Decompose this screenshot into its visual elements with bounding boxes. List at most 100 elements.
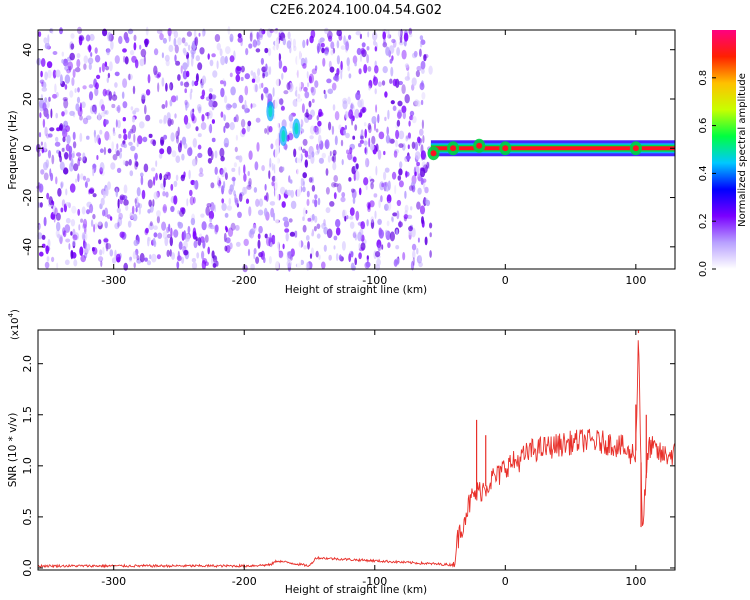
- noise-dot: [286, 40, 292, 49]
- noise-dot: [140, 93, 147, 100]
- noise-dot: [373, 193, 378, 198]
- y-tick-label: -20: [21, 189, 34, 207]
- noise-dot: [156, 215, 160, 224]
- colorbar-tick-label: 0.8: [698, 70, 709, 86]
- noise-dot: [252, 224, 257, 232]
- noise-dot: [100, 111, 106, 118]
- noise-dot: [133, 239, 139, 247]
- noise-dot: [369, 200, 375, 208]
- noise-dot: [386, 194, 392, 204]
- noise-dot: [100, 197, 105, 206]
- noise-dot: [220, 169, 226, 178]
- noise-dot: [171, 150, 177, 158]
- noise-dot: [383, 171, 387, 181]
- noise-dot: [355, 170, 360, 181]
- noise-dot: [103, 238, 109, 243]
- noise-dot: [328, 254, 333, 261]
- noise-dot: [331, 182, 337, 188]
- noise-dot: [270, 241, 273, 248]
- noise-dot: [82, 175, 87, 181]
- noise-dot: [200, 122, 207, 130]
- noise-dot: [70, 250, 74, 260]
- noise-dot: [302, 63, 307, 69]
- noise-dot: [373, 39, 377, 46]
- noise-dot: [232, 102, 238, 109]
- noise-dot: [264, 47, 269, 54]
- noise-dot: [405, 170, 408, 178]
- noise-dot: [159, 173, 163, 181]
- noise-dot: [121, 91, 125, 99]
- noise-dot: [209, 123, 213, 134]
- noise-dot: [314, 65, 318, 71]
- noise-dot: [65, 188, 68, 196]
- noise-dot: [166, 233, 171, 239]
- noise-dot: [184, 42, 188, 47]
- noise-dot: [116, 143, 119, 150]
- noise-dot: [288, 114, 294, 122]
- noise-dot: [118, 212, 123, 220]
- noise-dot: [147, 237, 151, 242]
- noise-dot: [318, 254, 321, 260]
- noise-dot: [340, 196, 346, 203]
- noise-dot: [255, 198, 260, 207]
- noise-dot: [208, 124, 212, 132]
- noise-dot: [424, 236, 428, 246]
- noise-dot: [175, 155, 181, 163]
- noise-dot: [391, 38, 396, 44]
- noise-dot: [195, 55, 200, 62]
- noise-dot: [59, 74, 63, 85]
- noise-dot: [238, 193, 243, 202]
- noise-dot: [52, 93, 58, 99]
- noise-dot: [111, 141, 114, 151]
- noise-dot: [130, 106, 134, 111]
- noise-dot: [160, 136, 165, 145]
- noise-dot: [244, 99, 247, 109]
- noise-dot: [267, 93, 273, 104]
- noise-dot: [119, 194, 125, 201]
- noise-dot: [397, 109, 403, 118]
- noise-dot: [97, 221, 102, 226]
- noise-dot: [216, 60, 219, 69]
- noise-dot: [208, 210, 215, 220]
- noise-dot: [363, 122, 367, 127]
- noise-dot: [229, 33, 234, 43]
- noise-dot: [336, 29, 343, 37]
- noise-dot: [404, 76, 411, 81]
- noise-dot: [92, 247, 98, 255]
- noise-dot: [46, 101, 50, 109]
- noise-dot: [102, 209, 106, 217]
- x-tick-label: -200: [232, 274, 257, 287]
- noise-dot: [165, 100, 168, 108]
- noise-dot: [228, 197, 232, 206]
- noise-dot: [360, 221, 366, 230]
- noise-dot: [166, 145, 172, 155]
- noise-dot: [242, 264, 248, 273]
- noise-dot: [367, 205, 371, 213]
- noise-dot: [321, 47, 325, 54]
- snr-y-label: SNR (10 * v/v): [7, 413, 19, 488]
- noise-dot: [37, 232, 43, 240]
- noise-dot: [131, 205, 135, 215]
- noise-dot: [370, 180, 373, 186]
- noise-dot: [348, 73, 352, 79]
- noise-dot: [65, 202, 70, 207]
- noise-dot: [258, 225, 263, 234]
- noise-dot: [62, 230, 67, 238]
- noise-dot: [316, 233, 321, 239]
- noise-dot: [349, 215, 354, 220]
- noise-dot: [207, 53, 210, 60]
- noise-dot: [397, 221, 403, 228]
- noise-dot: [244, 85, 249, 96]
- noise-dot: [317, 197, 321, 206]
- noise-dot: [404, 63, 409, 69]
- noise-dot: [140, 175, 144, 186]
- noise-dot: [166, 226, 170, 234]
- noise-dot: [419, 48, 422, 57]
- noise-dot: [311, 98, 315, 103]
- noise-dot: [224, 172, 228, 181]
- noise-dot: [153, 232, 158, 238]
- noise-dot: [241, 104, 246, 110]
- noise-dot: [161, 77, 165, 87]
- noise-dot: [207, 246, 210, 255]
- noise-dot: [209, 202, 215, 212]
